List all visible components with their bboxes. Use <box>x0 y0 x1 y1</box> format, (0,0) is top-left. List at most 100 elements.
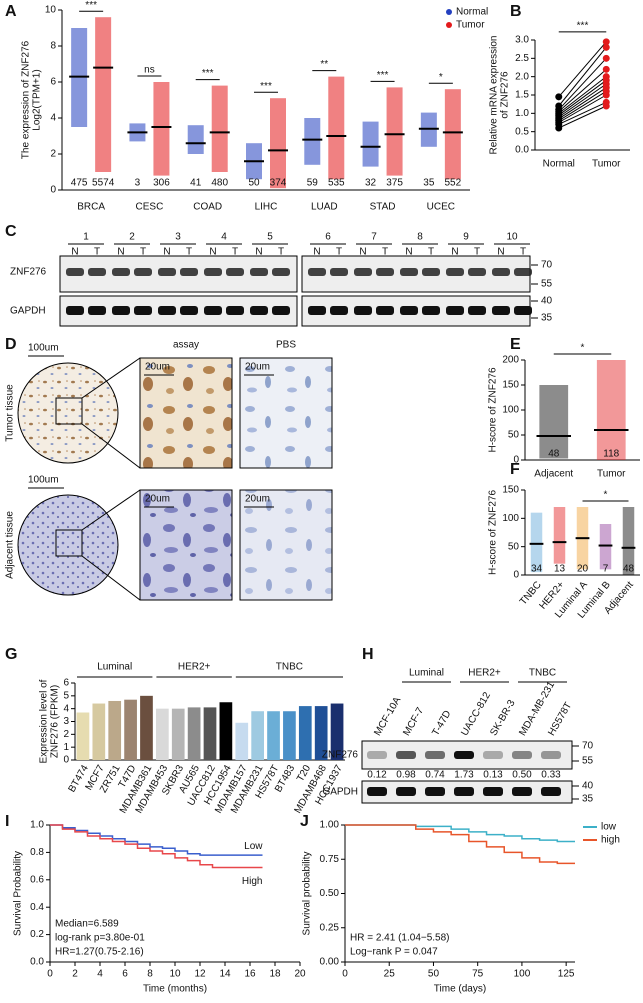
micrograph <box>139 489 233 601</box>
band <box>422 268 440 276</box>
protein-label: ZNF276 <box>10 267 47 278</box>
y-tick-label: 150 <box>502 380 519 391</box>
marker-label: 40 <box>582 781 594 792</box>
score-range <box>599 524 612 570</box>
sample-point <box>555 102 563 110</box>
lane-label: N <box>163 247 170 258</box>
band <box>180 306 198 315</box>
lane-label: T <box>232 247 238 258</box>
band <box>112 268 130 276</box>
bar <box>187 707 201 760</box>
lane-label: T <box>336 247 342 258</box>
band <box>88 268 106 276</box>
lane-label: N <box>209 247 216 258</box>
lane-label: N <box>313 247 320 258</box>
y-tick-label: 0 <box>63 755 69 766</box>
panel-label: H <box>362 646 374 663</box>
band <box>66 306 84 315</box>
y-tick-label: 200 <box>502 355 519 366</box>
zoom-line <box>81 489 141 531</box>
x-tick-label: CESC <box>136 202 164 213</box>
score-range <box>622 507 635 575</box>
y-tick-label: 0.5 <box>515 126 529 137</box>
y-tick-label: 3 <box>63 716 69 727</box>
sample-size: 13 <box>554 564 566 575</box>
score-range <box>530 512 543 573</box>
sample-size: 375 <box>386 178 403 189</box>
y-tick-label: 10 <box>45 5 57 16</box>
band <box>134 268 152 276</box>
band <box>422 306 440 315</box>
band <box>66 268 84 276</box>
pair-line <box>558 68 607 112</box>
pair-line <box>558 57 607 111</box>
y-axis-label: ZNF276 (FPKM) <box>50 685 61 758</box>
lane-label: N <box>451 247 458 258</box>
sample-point <box>602 98 610 106</box>
y-tick-label: 100 <box>502 405 519 416</box>
band <box>400 306 418 315</box>
expression-range <box>386 87 403 176</box>
y-tick-label: 6 <box>50 77 56 88</box>
legend-label: Normal <box>456 7 488 18</box>
y-tick-label: 2.0 <box>515 71 529 82</box>
significance-label: * <box>581 343 585 354</box>
sample-size: 5574 <box>92 178 115 189</box>
y-tick-label: 0 <box>513 455 519 466</box>
band <box>204 268 222 276</box>
band <box>250 268 268 276</box>
lane-group-label: 6 <box>325 232 331 243</box>
expression-range <box>95 17 112 173</box>
y-tick-label: 150 <box>502 485 519 496</box>
y-axis-label: Log2(TPM+1) <box>32 69 43 130</box>
band <box>425 751 445 759</box>
significance-label: ns <box>144 65 155 76</box>
x-tick-label: 75 <box>472 969 484 980</box>
band <box>354 268 372 276</box>
band <box>88 306 106 315</box>
marker-label: 70 <box>541 260 553 271</box>
lane-label: T <box>520 247 526 258</box>
legend-label: low <box>601 822 617 833</box>
lane-label: N <box>255 247 262 258</box>
band <box>468 268 486 276</box>
significance-label: * <box>604 490 608 501</box>
x-axis-label: Time (days) <box>434 984 486 995</box>
band <box>367 787 387 796</box>
panel-label: A <box>5 3 17 20</box>
lane-group-label: 9 <box>463 232 469 243</box>
lane-group-label: 10 <box>506 232 518 243</box>
x-tick-label: 0 <box>342 969 348 980</box>
micrograph <box>239 489 333 601</box>
quantification: 0.13 <box>483 770 503 781</box>
bar <box>267 711 280 760</box>
x-tick-label: 14 <box>219 969 231 980</box>
annotation: log-rank p=3.80e-01 <box>55 933 145 944</box>
zoom-line <box>81 555 141 601</box>
survival-curve <box>345 824 575 843</box>
scale-bar-label: 20um <box>145 362 170 373</box>
protein-label: ZNF276 <box>322 750 359 761</box>
y-tick-label: 0.2 <box>30 929 44 940</box>
lane-label: N <box>359 247 366 258</box>
significance-label: *** <box>377 70 389 81</box>
lane-label: N <box>497 247 504 258</box>
band <box>468 306 486 315</box>
panel-label: I <box>5 813 9 830</box>
y-tick-label: 0.4 <box>30 902 44 913</box>
y-tick-label: 1.0 <box>30 820 44 831</box>
band <box>376 306 394 315</box>
sample-size: 20 <box>577 564 589 575</box>
pair-line <box>558 83 607 118</box>
zoom-region <box>55 529 83 557</box>
panel-label: G <box>5 646 17 663</box>
quantification: 0.74 <box>425 770 445 781</box>
x-tick-label: Tumor <box>597 469 626 480</box>
pair-line <box>558 79 607 116</box>
x-tick-label: 100 <box>514 969 531 980</box>
group-label: HER2+ <box>178 662 211 673</box>
x-tick-label: 20 <box>294 969 306 980</box>
x-tick-label: 125 <box>558 969 575 980</box>
band <box>492 306 510 315</box>
y-tick-label: 2.5 <box>515 53 529 64</box>
